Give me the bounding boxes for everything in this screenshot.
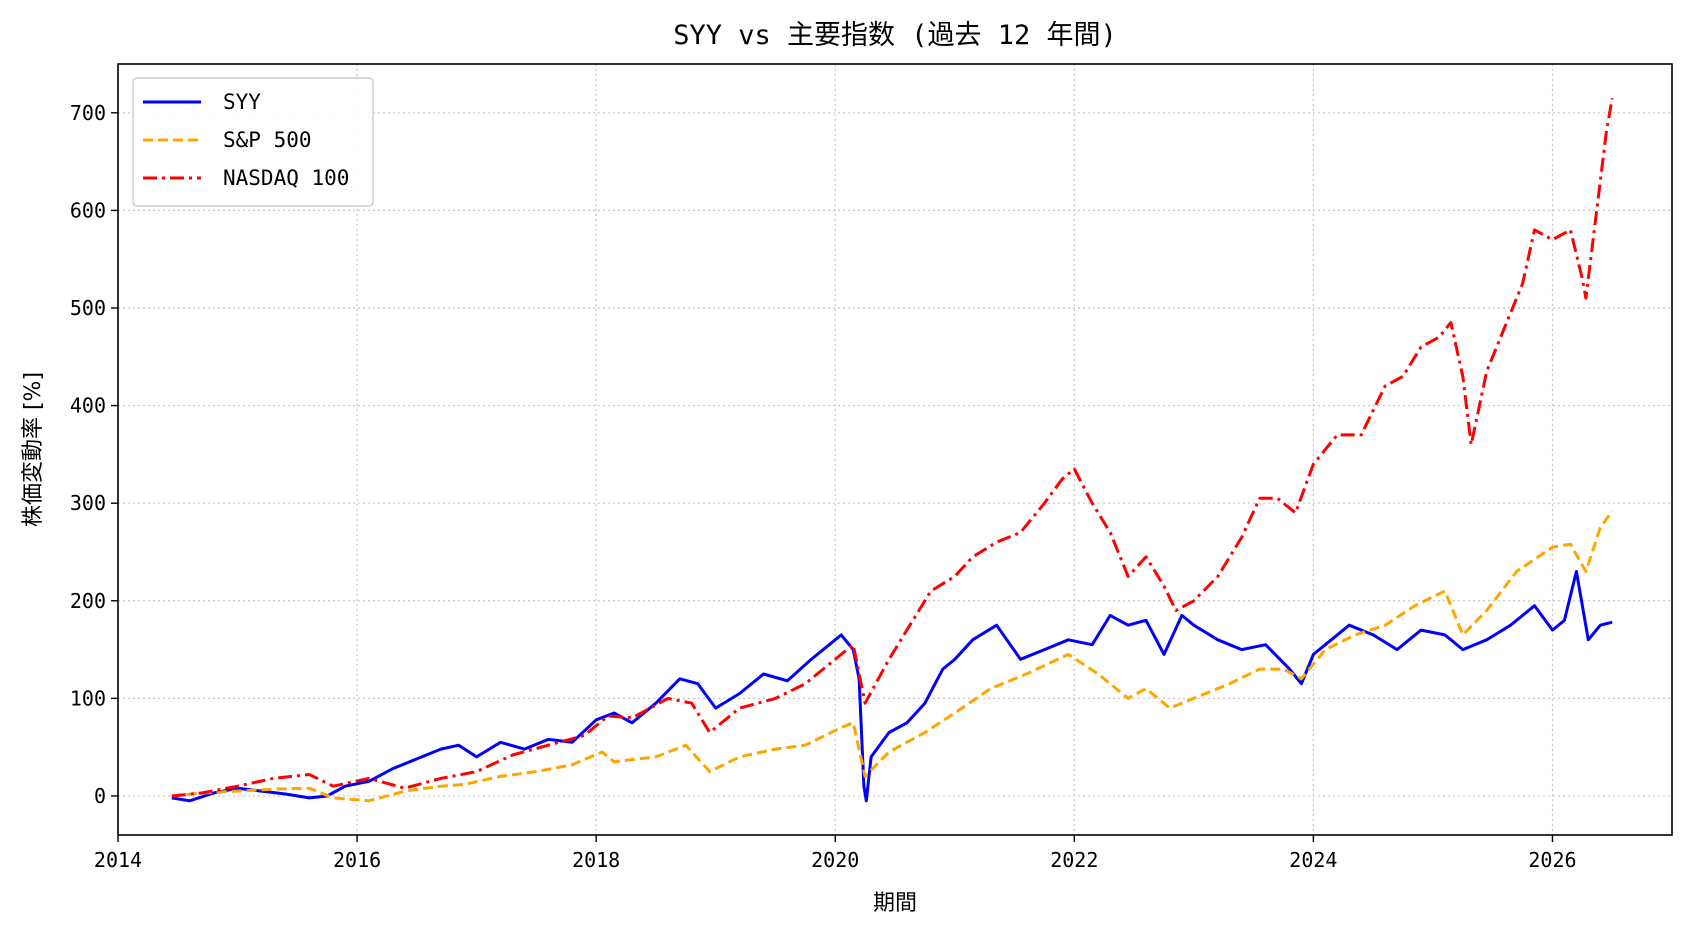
legend-label: S&P 500	[223, 128, 312, 152]
grid	[117, 64, 1672, 835]
series-line-nasdaq-100	[171, 97, 1614, 798]
series-layer	[171, 97, 1614, 803]
chart-title: SYY vs 主要指数 (過去 12 年間)	[673, 20, 1117, 51]
plot-frame	[117, 63, 1673, 836]
x-tick-label: 2014	[94, 848, 142, 872]
x-axis-title: 期間	[873, 891, 917, 916]
y-tick-label: 500	[70, 296, 106, 320]
y-tick-label: 400	[70, 394, 106, 418]
legend-box	[132, 77, 374, 207]
legend-label: NASDAQ 100	[223, 166, 349, 190]
x-tick-label: 2018	[572, 848, 620, 872]
y-tick-label: 200	[70, 589, 106, 613]
y-axis-title: 株価変動率 [%]	[21, 372, 46, 527]
series-line-s-p-500	[171, 510, 1614, 803]
x-tick-label: 2024	[1289, 848, 1337, 872]
x-tick-label: 2022	[1050, 848, 1098, 872]
y-tick-label: 300	[70, 491, 106, 515]
y-axis: 0 100 200 300 400 500 600 700	[70, 101, 118, 808]
legend: SYY S&P 500 NASDAQ 100	[132, 77, 374, 207]
series-line-syy	[171, 570, 1613, 803]
y-tick-label: 700	[70, 101, 106, 125]
x-tick-label: 2026	[1528, 848, 1576, 872]
y-tick-label: 600	[70, 198, 106, 222]
x-tick-label: 2020	[811, 848, 859, 872]
legend-label: SYY	[223, 90, 261, 114]
x-axis: 2014 2016 2018 2020 2022 2024 2026	[94, 835, 1577, 872]
y-tick-label: 0	[94, 784, 106, 808]
y-tick-label: 100	[70, 686, 106, 710]
x-tick-label: 2016	[333, 848, 381, 872]
